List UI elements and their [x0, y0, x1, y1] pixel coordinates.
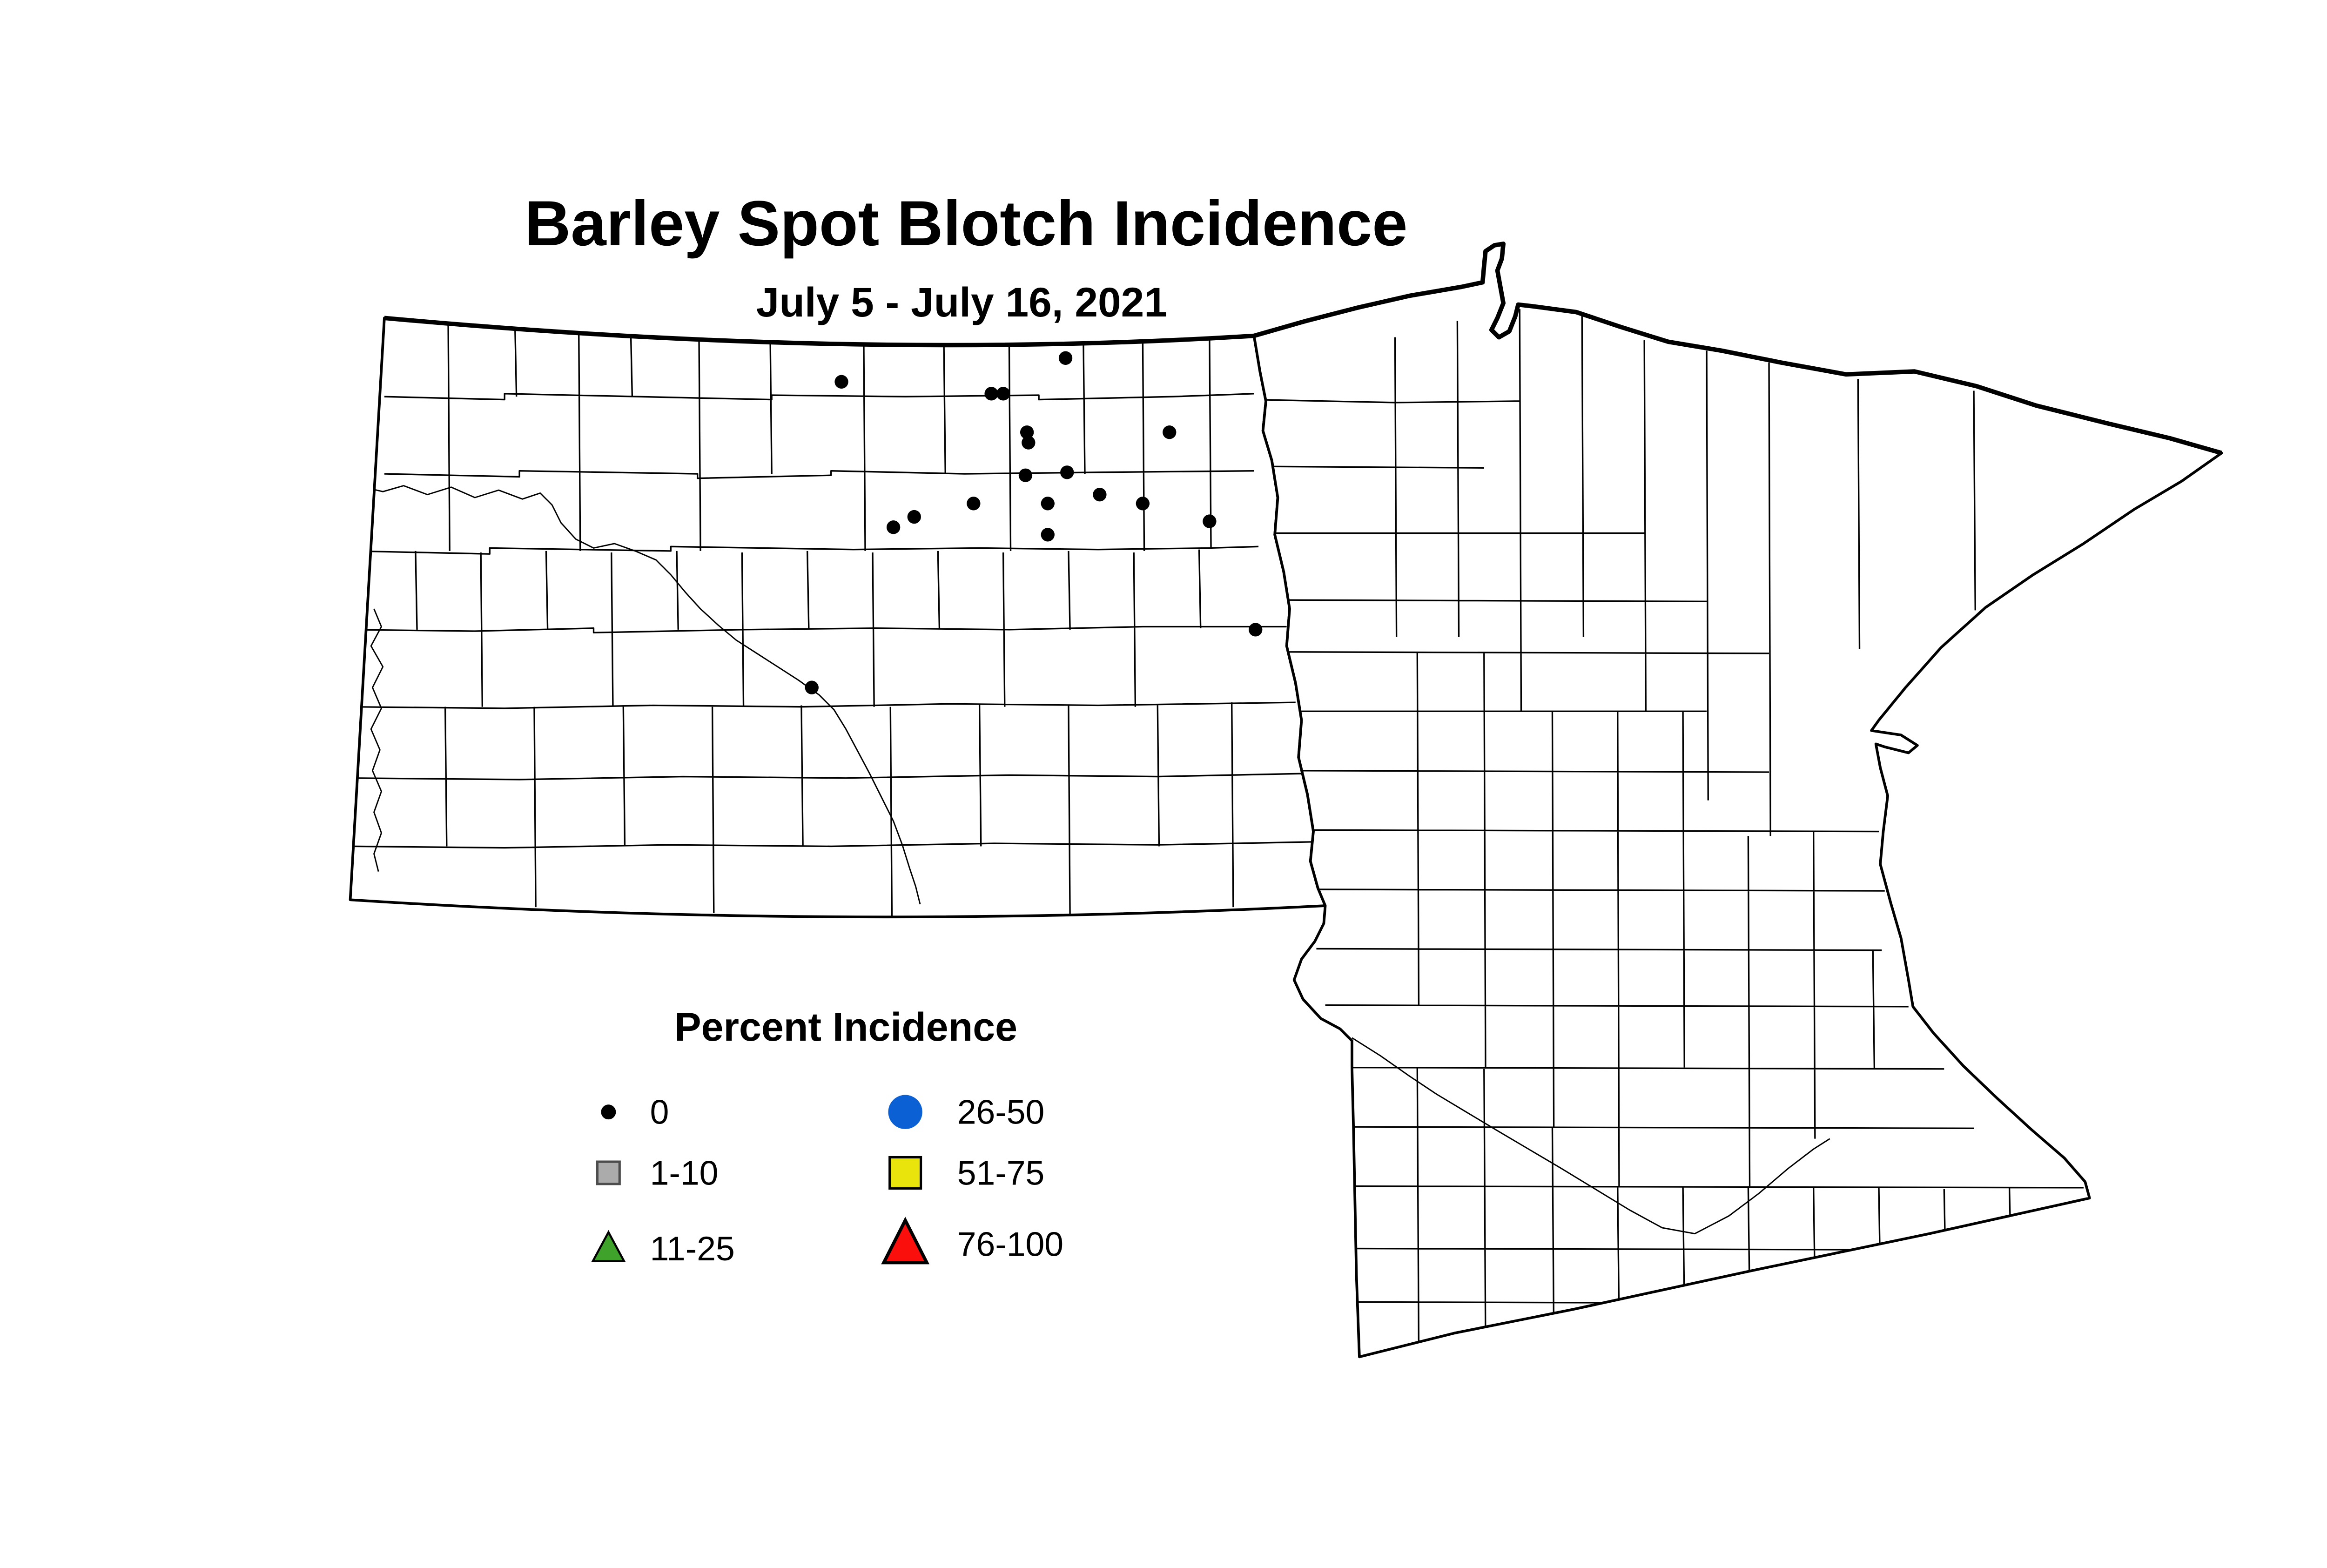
nd-state-outline: [349, 316, 1327, 919]
map-title: Barley Spot Blotch Incidence: [525, 188, 1407, 259]
incidence-point: [1249, 623, 1263, 637]
incidence-point: [886, 520, 901, 534]
incidence-point: [1060, 465, 1074, 479]
incidence-point: [1020, 425, 1034, 439]
incidence-point: [1022, 436, 1036, 450]
north-dakota-map: [349, 316, 1327, 919]
incidence-point: [996, 387, 1010, 401]
incidence-point: [834, 375, 848, 389]
incidence-point: [1203, 514, 1217, 528]
incidence-point: [805, 680, 819, 694]
legend-label-1-10: 1-10: [650, 1154, 719, 1192]
incidence-point: [1058, 351, 1073, 365]
legend-label-0: 0: [650, 1093, 669, 1131]
canada-border: [384, 242, 2222, 456]
incidence-point: [1136, 497, 1150, 511]
blue-circle-icon: [888, 1095, 922, 1129]
mn-minnesota-river: [1352, 1037, 1830, 1235]
legend-title: Percent Incidence: [674, 1005, 1017, 1050]
incidence-point: [907, 510, 921, 524]
nd-missouri-river: [351, 483, 921, 905]
legend: Percent Incidence 0 1-10 11-25 26-50 51-…: [591, 1005, 1063, 1268]
incidence-points: [805, 351, 1263, 694]
incidence-point: [1093, 488, 1107, 502]
nd-county-lines: [350, 321, 1312, 917]
legend-label-51-75: 51-75: [957, 1154, 1045, 1192]
incidence-point: [984, 387, 998, 401]
red-triangle-icon: [881, 1217, 930, 1265]
mn-county-lines: [1255, 309, 2084, 1351]
black-dot-icon: [601, 1104, 616, 1120]
incidence-point: [1041, 528, 1055, 542]
legend-label-26-50: 26-50: [957, 1093, 1045, 1131]
yellow-square-icon: [888, 1156, 922, 1190]
legend-label-11-25: 11-25: [650, 1230, 735, 1268]
incidence-point: [1018, 468, 1033, 482]
map-subtitle: July 5 - July 16, 2021: [756, 279, 1167, 325]
legend-label-76-100: 76-100: [957, 1225, 1063, 1264]
incidence-point: [967, 497, 981, 511]
mn-state-outline: [1252, 242, 2223, 1359]
minnesota-map: [1252, 242, 2223, 1359]
green-triangle-icon: [591, 1230, 626, 1262]
incidence-point: [1041, 497, 1055, 511]
incidence-point: [1163, 425, 1177, 439]
gray-square-icon: [596, 1160, 621, 1185]
